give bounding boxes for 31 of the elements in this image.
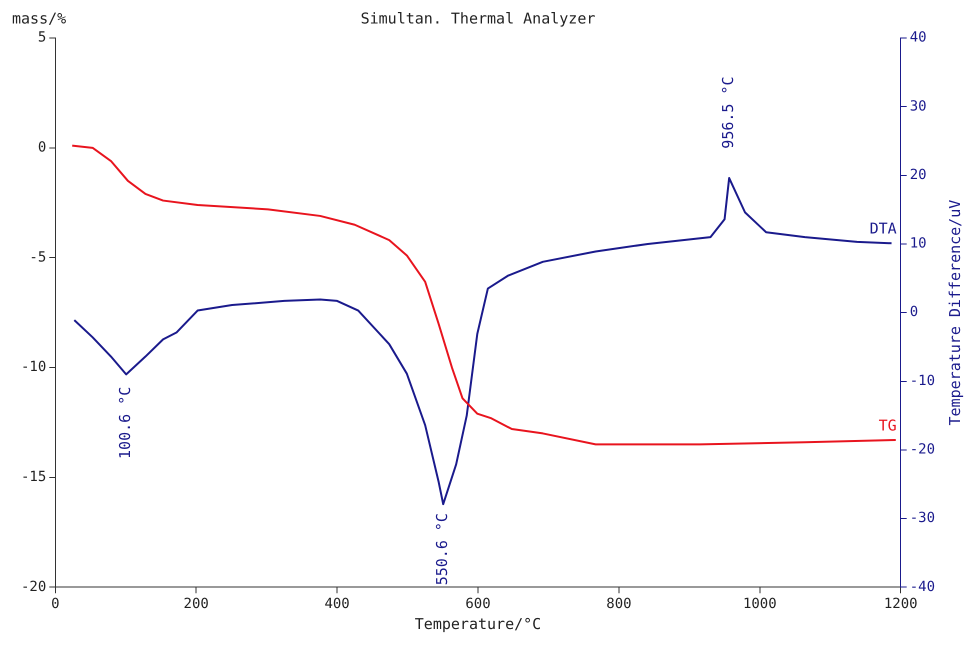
y2-tick-label: 10 (910, 236, 927, 252)
y-tick-label: 0 (38, 139, 46, 156)
y-axis-title: mass/% (12, 9, 66, 28)
annotation: 956.5 °C (718, 76, 737, 149)
y2-tick-label: 40 (910, 30, 927, 46)
series-label: TG (878, 416, 897, 434)
annotation: 550.6 °C (433, 513, 452, 586)
y2-axis-title: Temperature Difference/uV (946, 200, 964, 426)
x-axis-title: Temperature/°C (414, 614, 542, 633)
chart-title: Simultan. Thermal Analyzer (360, 9, 596, 28)
x-tick-label: 1000 (742, 596, 777, 612)
x-tick-label: 200 (184, 596, 209, 612)
x-tick-label: 1200 (884, 596, 918, 612)
y2-tick-label: 30 (910, 98, 927, 114)
y-tick-label: -10 (20, 359, 46, 376)
annotation: 100.6 °C (116, 386, 134, 459)
y2-tick-label: -30 (910, 510, 936, 526)
y2-tick-label: -10 (910, 372, 936, 389)
y2-tick-label: -40 (910, 578, 936, 595)
series-label: DTA (870, 220, 897, 238)
y2-tick-label: 0 (910, 304, 918, 320)
x-tick-label: 400 (324, 596, 350, 612)
y-tick-label: -20 (20, 578, 46, 595)
y2-tick-label: -20 (910, 442, 936, 458)
y-tick-label: 5 (38, 30, 46, 46)
x-tick-label: 0 (51, 596, 60, 612)
x-tick-label: 600 (465, 596, 491, 612)
y-tick-label: -15 (20, 469, 46, 485)
x-tick-label: 800 (606, 596, 632, 612)
y-tick-label: -5 (29, 249, 46, 266)
y2-tick-label: 20 (910, 166, 927, 183)
